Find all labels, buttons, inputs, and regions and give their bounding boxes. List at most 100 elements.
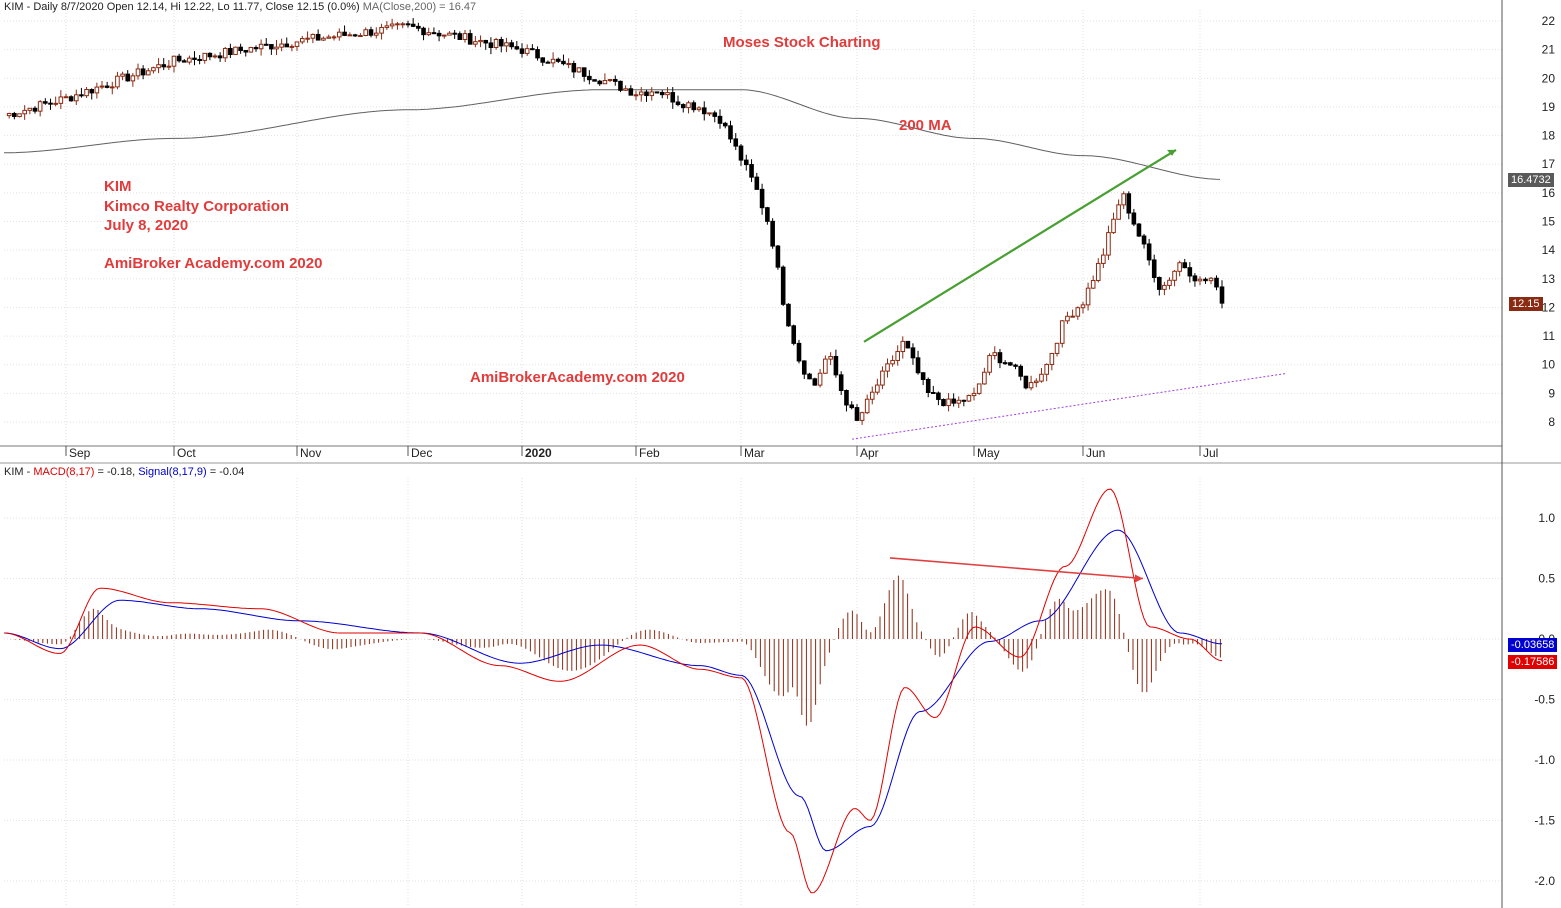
candle-body [931, 392, 936, 395]
candle-body [243, 50, 249, 53]
candle-body [592, 79, 597, 82]
candle-body [331, 36, 337, 39]
candle-body [875, 384, 880, 393]
candle-body [125, 73, 131, 82]
candle-body [659, 91, 665, 96]
candle-body [982, 371, 987, 385]
candle-body [1018, 365, 1024, 377]
candle-body [1177, 262, 1182, 272]
macd-line [3, 488, 1223, 894]
candle-body [665, 92, 670, 96]
candle-body [310, 33, 316, 39]
price-y-tick-label: 11 [1543, 329, 1556, 343]
candle-body [545, 61, 551, 64]
candle-body [389, 23, 395, 27]
candle-body [844, 389, 849, 406]
candle-body [519, 48, 525, 54]
candle-body [623, 88, 628, 91]
candle-body [880, 370, 885, 386]
candle-body [1039, 373, 1044, 382]
candle-body [436, 32, 442, 37]
candle-body [1162, 284, 1167, 290]
candle-body [99, 85, 105, 88]
candle-body [135, 68, 141, 77]
x-tick-label: May [977, 446, 1000, 460]
candle-body [294, 41, 300, 47]
macd-y-tick-label: -1.5 [1534, 814, 1555, 828]
x-tick-label: Dec [411, 446, 432, 460]
candle-body [248, 47, 254, 53]
x-tick-label: Jun [1086, 446, 1105, 460]
candle-body [358, 35, 363, 38]
candle-body [368, 29, 374, 36]
candle-body [84, 89, 89, 97]
candle-body [279, 43, 284, 48]
date-label: July 8, 2020 [104, 217, 189, 234]
price-y-tick-label: 10 [1542, 358, 1556, 372]
candle-body [1116, 204, 1121, 220]
candle-body [32, 107, 38, 112]
moses-stock-charting-label: Moses Stock Charting [723, 34, 881, 51]
candle-body [1065, 315, 1070, 322]
candle-body [79, 94, 84, 97]
candle-body [233, 46, 238, 56]
candle-body [43, 101, 48, 104]
candle-body [649, 91, 655, 97]
candle-body [576, 67, 582, 73]
candle-body [670, 92, 676, 103]
x-tick-label: Feb [639, 446, 660, 460]
candle-body [467, 33, 473, 45]
candle-body [890, 359, 895, 365]
candle-body [1075, 307, 1081, 317]
macd-y-tick-label: -2.0 [1534, 874, 1555, 888]
ma-header-label: MA(Close,200) = 16.47 [362, 1, 477, 13]
candle-body [900, 340, 906, 353]
candle-body [336, 31, 342, 38]
candle-body [1167, 279, 1172, 286]
candle-body [222, 47, 228, 59]
candle-body [754, 176, 760, 190]
candle-body [1182, 262, 1188, 269]
candle-body [17, 113, 22, 118]
candle-body [946, 398, 951, 407]
candle-body [1090, 279, 1096, 289]
academy-label-left: AmiBroker Academy.com 2020 [104, 255, 323, 272]
candle-body [68, 96, 74, 102]
candle-body [207, 52, 213, 58]
candle-body [315, 33, 321, 41]
candle-body [130, 75, 136, 82]
candle-body [384, 25, 390, 28]
candle-body [607, 79, 613, 82]
candle-body [284, 43, 290, 48]
candle-body [602, 80, 608, 85]
candle-body [1157, 276, 1162, 290]
candle-body [796, 342, 802, 362]
candle-body [1095, 262, 1101, 281]
candle-body [299, 38, 305, 43]
candle-body [1106, 232, 1111, 256]
x-tick-label: 2020 [525, 446, 552, 460]
candle-body [176, 55, 182, 62]
candle-body [971, 392, 977, 397]
candle-body [749, 164, 754, 178]
support-trendline [851, 372, 1288, 440]
candle-body [992, 352, 998, 357]
candle-body [1013, 364, 1018, 367]
candle-body [612, 79, 618, 82]
candle-body [530, 48, 535, 51]
candle-body [849, 404, 855, 409]
candle-body [555, 58, 561, 62]
candle-body [864, 398, 870, 414]
divergence-line [889, 557, 1144, 580]
ma-200-label: 200 MA [899, 117, 952, 134]
candle-body [618, 80, 623, 91]
ticker-label: KIM [104, 178, 132, 195]
divergence-arrow-head [1135, 574, 1143, 583]
candle-body [94, 86, 100, 94]
candle-body [342, 31, 347, 36]
candle-body [628, 88, 634, 96]
candle-body [504, 42, 509, 47]
candle-body [228, 47, 233, 56]
candle-body [1028, 382, 1034, 389]
